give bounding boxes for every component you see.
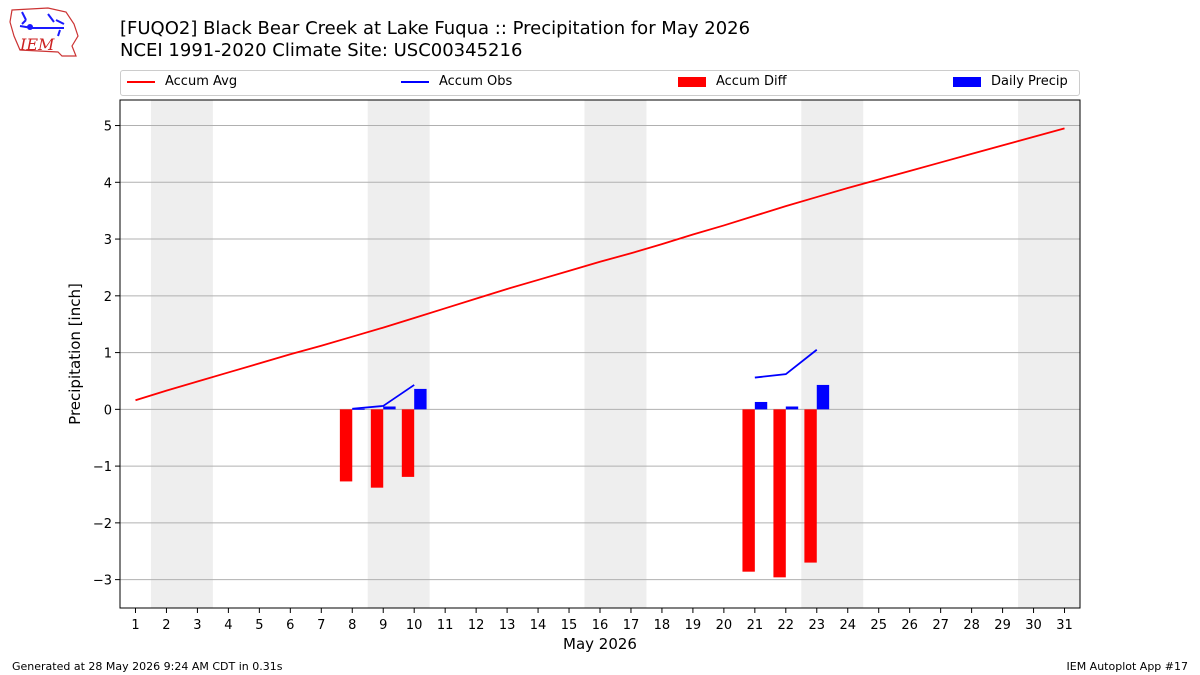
footer-app: IEM Autoplot App #17 [1066, 660, 1189, 673]
weekend-band [367, 100, 430, 608]
legend-item-accum-diff: Accum Diff [678, 74, 787, 89]
y-tick-label: 4 [104, 176, 112, 191]
x-tick-label: 1 [131, 618, 139, 633]
x-tick-label: 27 [932, 618, 949, 633]
y-axis-label: Precipitation [inch] [66, 283, 84, 425]
x-tick-label: 23 [809, 618, 826, 633]
x-tick-label: 7 [317, 618, 325, 633]
legend: Accum Avg Accum Obs Accum Diff Daily Pre… [120, 70, 1080, 96]
x-tick-label: 31 [1056, 618, 1073, 633]
y-tick-label: 5 [104, 120, 112, 135]
daily-precip-bar [785, 406, 799, 410]
legend-label: Accum Obs [439, 74, 513, 89]
x-tick-label: 30 [1025, 618, 1042, 633]
accum-avg-line [135, 127, 1065, 402]
x-tick-label: 20 [716, 618, 733, 633]
daily-precip-bar [352, 408, 365, 410]
accum-diff-bar [773, 409, 786, 578]
y-tick-label: −2 [93, 517, 112, 532]
x-tick-label: 13 [499, 618, 516, 633]
accum-obs-line [352, 384, 415, 410]
legend-item-accum-obs: Accum Obs [401, 74, 512, 89]
logo-text: IEM [19, 35, 55, 54]
x-tick-label: 9 [379, 618, 387, 633]
legend-swatch-accum-diff [678, 76, 706, 87]
y-tick-label: 1 [104, 347, 112, 362]
legend-swatch-accum-avg [127, 80, 155, 83]
legend-label: Accum Diff [716, 74, 787, 89]
data-marks [135, 127, 1065, 578]
x-tick-label: 2 [162, 618, 170, 633]
legend-swatch-daily-precip [953, 76, 981, 87]
x-tick-label: 16 [592, 618, 609, 633]
weekend-band [584, 100, 647, 608]
x-tick-label: 5 [255, 618, 263, 633]
iem-logo: IEM [9, 7, 79, 57]
x-tick-label: 10 [406, 618, 423, 633]
accum-obs-line [754, 349, 818, 379]
x-tick-label: 4 [224, 618, 232, 633]
gridlines [120, 125, 1080, 581]
x-tick-label: 6 [286, 618, 294, 633]
daily-precip-bar [414, 388, 427, 410]
x-tick-label: 18 [654, 618, 671, 633]
chart-title: [FUQO2] Black Bear Creek at Lake Fuqua :… [120, 18, 751, 39]
y-tick-label: 2 [104, 290, 112, 305]
x-axis-label: May 2026 [563, 635, 637, 653]
x-tick-label: 26 [901, 618, 918, 633]
x-tick-label: 15 [561, 618, 578, 633]
chart-subtitle: NCEI 1991-2020 Climate Site: USC00345216 [120, 40, 523, 61]
accum-diff-bar [742, 409, 755, 572]
daily-precip-bar [754, 401, 768, 410]
legend-swatch-accum-obs [401, 80, 429, 83]
daily-precip-bar [383, 406, 396, 410]
accum-diff-bar [804, 409, 817, 563]
x-tick-label: 29 [994, 618, 1011, 633]
footer-generated: Generated at 28 May 2026 9:24 AM CDT in … [12, 660, 283, 673]
legend-label: Daily Precip [991, 74, 1068, 89]
legend-label: Accum Avg [165, 74, 238, 89]
x-tick-label: 11 [437, 618, 454, 633]
accum-diff-bar [401, 409, 415, 477]
x-tick-label: 14 [530, 618, 547, 633]
weekend-band [1018, 100, 1080, 608]
accum-diff-bar [370, 409, 384, 488]
x-tick-label: 24 [839, 618, 856, 633]
x-tick-label: 3 [193, 618, 201, 633]
x-tick-label: 25 [870, 618, 887, 633]
accum-diff-bar [339, 409, 353, 482]
y-tick-label: −3 [93, 574, 112, 589]
x-tick-label: 12 [468, 618, 485, 633]
daily-precip-bar [816, 384, 830, 410]
x-tick-label: 28 [963, 618, 980, 633]
x-tick-label: 19 [685, 618, 702, 633]
x-tick-label: 8 [348, 618, 356, 633]
y-tick-label: −1 [93, 460, 112, 475]
x-tick-label: 17 [623, 618, 640, 633]
y-tick-label: 3 [104, 233, 112, 248]
x-tick-label: 21 [747, 618, 764, 633]
legend-item-accum-avg: Accum Avg [127, 74, 237, 89]
x-tick-label: 22 [778, 618, 795, 633]
weekend-band [150, 100, 213, 608]
y-tick-label: 0 [104, 403, 112, 418]
legend-item-daily-precip: Daily Precip [953, 74, 1068, 89]
